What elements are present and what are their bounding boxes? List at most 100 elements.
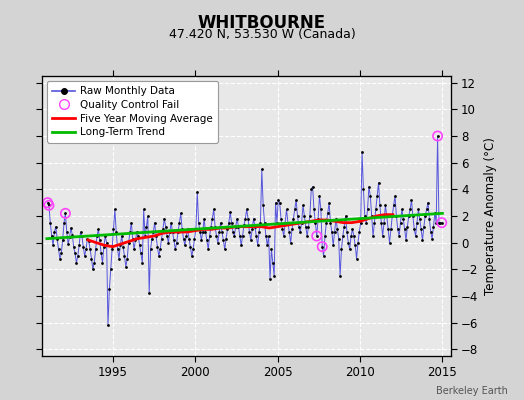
Point xyxy=(409,213,417,219)
Point xyxy=(288,226,296,232)
Point xyxy=(438,220,446,226)
Point xyxy=(294,224,303,230)
Point xyxy=(347,233,355,239)
Point xyxy=(71,250,79,256)
Point xyxy=(410,226,419,232)
Point xyxy=(205,233,214,239)
Point xyxy=(123,256,132,262)
Point xyxy=(105,286,114,292)
Point xyxy=(90,260,99,266)
Point xyxy=(157,236,166,242)
Point xyxy=(170,237,178,243)
Text: 47.420 N, 53.530 W (Canada): 47.420 N, 53.530 W (Canada) xyxy=(169,28,355,41)
Point xyxy=(51,224,60,230)
Point xyxy=(376,202,384,208)
Point xyxy=(378,233,387,239)
Point xyxy=(84,238,93,244)
Point xyxy=(66,234,74,240)
Text: Berkeley Earth: Berkeley Earth xyxy=(436,386,508,396)
Point xyxy=(115,256,123,262)
Point xyxy=(402,237,410,243)
Point xyxy=(267,246,276,252)
Point xyxy=(59,237,67,243)
Point xyxy=(366,193,375,199)
Point xyxy=(251,224,259,230)
Point xyxy=(72,260,81,266)
Point xyxy=(226,209,234,215)
Point xyxy=(163,233,171,239)
Point xyxy=(282,206,291,212)
Point xyxy=(307,186,315,192)
Point xyxy=(350,233,358,239)
Point xyxy=(345,246,354,252)
Point xyxy=(91,246,100,252)
Point xyxy=(142,224,150,230)
Point xyxy=(358,149,366,155)
Point xyxy=(50,229,59,235)
Point xyxy=(351,242,359,248)
Point xyxy=(161,224,170,230)
Point xyxy=(325,200,333,206)
Point xyxy=(256,220,265,226)
Point xyxy=(81,253,89,259)
Point xyxy=(155,253,163,259)
Point xyxy=(359,186,368,192)
Point xyxy=(394,226,402,232)
Point xyxy=(174,229,182,235)
Point xyxy=(293,213,302,219)
Point xyxy=(391,193,399,199)
Point xyxy=(110,226,118,232)
Point xyxy=(236,233,244,239)
Point xyxy=(148,236,156,242)
Point xyxy=(127,220,136,226)
Point xyxy=(212,233,221,239)
Point xyxy=(214,240,222,246)
Point xyxy=(320,253,328,259)
Point xyxy=(301,224,310,230)
Point xyxy=(160,216,169,222)
Point xyxy=(285,229,293,235)
Point xyxy=(356,220,365,226)
Point xyxy=(435,220,443,226)
Point xyxy=(406,206,414,212)
Point xyxy=(316,206,325,212)
Point xyxy=(238,233,247,239)
Point xyxy=(383,213,391,219)
Point xyxy=(321,233,329,239)
Point xyxy=(218,229,226,235)
Point xyxy=(407,197,416,203)
Point xyxy=(417,226,425,232)
Point xyxy=(428,236,436,242)
Point xyxy=(178,226,187,232)
Point xyxy=(278,226,287,232)
Point xyxy=(117,233,126,239)
Point xyxy=(414,206,422,212)
Point xyxy=(53,236,61,242)
Point xyxy=(56,256,64,262)
Point xyxy=(179,236,188,242)
Point xyxy=(241,216,249,222)
Point xyxy=(153,244,161,250)
Point xyxy=(75,242,83,248)
Point xyxy=(355,229,364,235)
Point xyxy=(292,197,300,203)
Point xyxy=(121,253,129,259)
Point xyxy=(329,242,337,248)
Point xyxy=(89,266,97,272)
Point xyxy=(219,237,227,243)
Point xyxy=(128,236,137,242)
Point xyxy=(272,220,281,226)
Point xyxy=(312,233,321,239)
Point xyxy=(233,216,241,222)
Point xyxy=(232,224,240,230)
Point xyxy=(315,193,324,199)
Point xyxy=(245,229,254,235)
Point xyxy=(283,220,292,226)
Point xyxy=(274,197,282,203)
Point xyxy=(203,237,211,243)
Point xyxy=(416,216,424,222)
Point xyxy=(373,193,381,199)
Point xyxy=(425,216,433,222)
Point xyxy=(363,206,372,212)
Point xyxy=(70,244,78,250)
